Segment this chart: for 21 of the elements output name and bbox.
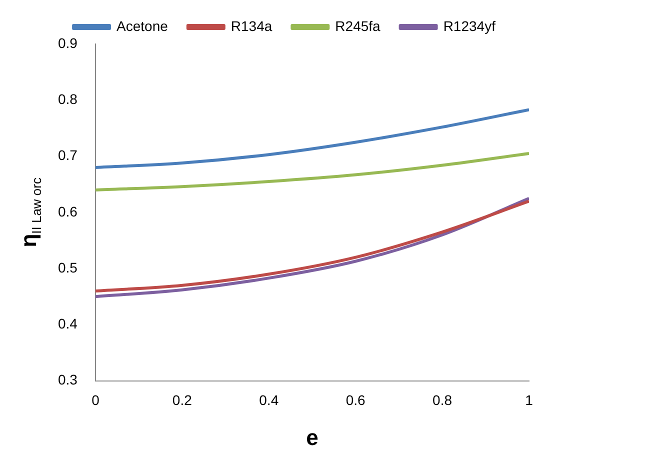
x-tick-label: 0.4	[259, 392, 279, 408]
x-axis-title: e	[306, 424, 318, 450]
line-series	[95, 152, 529, 192]
legend-label: R134a	[230, 18, 272, 34]
y-tick-label: 0.3	[58, 372, 78, 388]
y-tick-label: 0.9	[58, 34, 78, 51]
y-tick-label: 0.4	[58, 316, 78, 332]
line-series	[95, 108, 529, 169]
y-tick-label: 0.7	[58, 147, 78, 164]
x-tick-label: 0.8	[432, 392, 452, 408]
y-tick-label: 0.8	[58, 90, 78, 107]
x-tick-label: 0.6	[346, 392, 366, 408]
x-tick-label: 0.2	[172, 392, 192, 408]
y-tick-label: 0.5	[58, 259, 78, 276]
y-axis-title: ηII Law orc	[16, 177, 44, 248]
legend-label: Acetone	[116, 18, 168, 34]
y-tick-label: 0.6	[58, 203, 78, 220]
x-tick-label: 1	[525, 392, 534, 408]
x-tick-label: 0	[92, 392, 100, 408]
legend-label: R1234yf	[443, 18, 496, 34]
legend-label: R245fa	[335, 18, 381, 34]
